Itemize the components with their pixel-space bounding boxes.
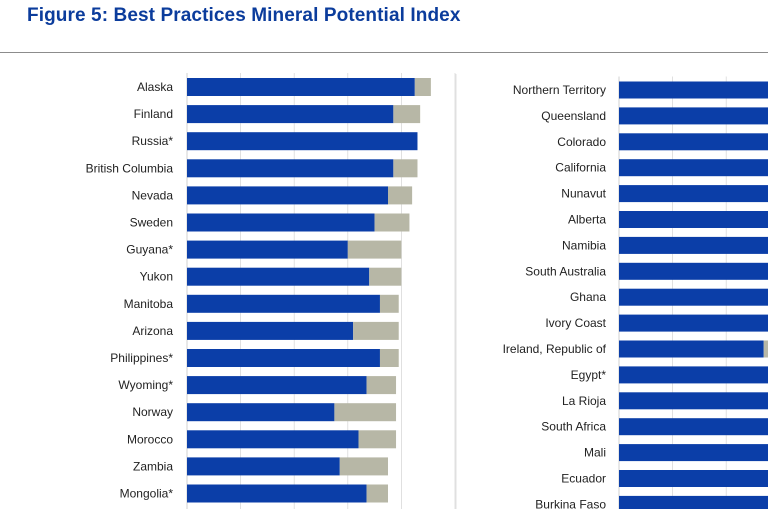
bar-primary-segment: [619, 107, 768, 125]
bar-primary-segment: [187, 294, 380, 313]
right-chart: Northern Territory Queensland Colorado Cali…: [503, 76, 768, 509]
category-label: Northern Territory: [513, 83, 606, 97]
category-label: Namibia: [562, 238, 606, 252]
category-label: Guyana*: [126, 243, 173, 257]
category-label: Egypt*: [571, 368, 607, 382]
category-label: California: [555, 161, 606, 175]
bar-primary-segment: [619, 444, 768, 462]
bar-secondary-segment: [393, 105, 421, 124]
bar-secondary-segment: [388, 186, 413, 205]
category-label: Ghana: [570, 290, 606, 304]
bar-primary-segment: [619, 159, 768, 177]
bar-primary-segment: [187, 321, 354, 340]
category-label: Arizona: [132, 324, 173, 338]
bar-primary-segment: [619, 314, 768, 332]
category-label: Nunavut: [561, 187, 606, 201]
category-label: Yukon: [140, 270, 173, 284]
bar-primary-segment: [619, 340, 764, 358]
bar-primary-segment: [187, 213, 375, 232]
bar-primary-segment: [619, 392, 768, 410]
bar-secondary-segment: [366, 484, 388, 503]
bar-secondary-segment: [353, 321, 399, 340]
category-label: Zambia: [133, 459, 173, 473]
bar-primary-segment: [619, 211, 768, 228]
bar-primary-segment: [187, 457, 340, 476]
category-label: Alberta: [568, 213, 606, 227]
bar-secondary-segment: [393, 159, 418, 178]
bar-secondary-segment: [379, 294, 399, 313]
figure-title: Figure 5: Best Practices Mineral Potenti…: [27, 5, 461, 26]
left-chart: Alaska Finland Russia* British Columbia Neva…: [86, 73, 456, 509]
category-label: Burkina Faso: [535, 497, 606, 509]
category-label: Mongolia*: [120, 487, 174, 501]
bar-primary-segment: [187, 78, 415, 96]
bar-secondary-segment: [374, 213, 410, 232]
bar-secondary-segment: [339, 457, 388, 476]
category-label: Mali: [584, 446, 606, 460]
bar-primary-segment: [619, 185, 768, 203]
category-label: Nevada: [132, 188, 174, 202]
bar-primary-segment: [187, 159, 394, 178]
category-label: Manitoba: [124, 297, 174, 311]
bar-primary-segment: [187, 484, 367, 503]
bar-secondary-segment: [369, 267, 402, 286]
category-label: Ecuador: [561, 472, 606, 486]
category-label: South Africa: [541, 420, 606, 434]
bar-primary-segment: [619, 418, 768, 436]
bar-primary-segment: [619, 470, 768, 487]
category-label: Russia*: [132, 134, 174, 148]
bar-primary-segment: [619, 495, 768, 509]
category-label: Sweden: [130, 216, 173, 230]
bar-secondary-segment: [414, 78, 431, 96]
bar-primary-segment: [187, 105, 394, 124]
category-label: Queensland: [541, 109, 606, 123]
category-label: Wyoming*: [118, 378, 173, 392]
bar-primary-segment: [619, 366, 768, 384]
bar-secondary-segment: [763, 340, 768, 358]
bar-primary-segment: [619, 288, 768, 306]
bar-secondary-segment: [334, 403, 397, 422]
bar-primary-segment: [187, 349, 380, 367]
bar-primary-segment: [619, 236, 768, 254]
bar-primary-segment: [187, 267, 370, 286]
category-label: South Australia: [525, 264, 606, 278]
bar-primary-segment: [187, 186, 388, 205]
category-label: Norway: [132, 405, 173, 419]
title-divider: [0, 52, 768, 53]
bar-secondary-segment: [347, 240, 402, 259]
category-label: Ireland, Republic of: [503, 342, 607, 356]
bar-secondary-segment: [366, 376, 397, 395]
bar-primary-segment: [619, 133, 768, 151]
category-label: Philippines*: [110, 351, 173, 365]
bar-primary-segment: [187, 132, 418, 151]
category-label: La Rioja: [562, 394, 606, 408]
category-label: Alaska: [137, 80, 173, 94]
bar-primary-segment: [187, 240, 348, 259]
bar-secondary-segment: [379, 349, 399, 367]
bar-primary-segment: [187, 376, 367, 395]
bar-primary-segment: [619, 81, 768, 99]
bar-secondary-segment: [358, 430, 397, 449]
category-label: Finland: [134, 107, 173, 121]
category-label: Colorado: [557, 135, 606, 149]
bar-primary-segment: [187, 403, 335, 422]
category-label: Morocco: [127, 432, 173, 446]
category-label: British Columbia: [86, 161, 174, 175]
bar-primary-segment: [187, 430, 359, 449]
category-label: Ivory Coast: [545, 316, 606, 330]
bar-primary-segment: [619, 262, 768, 280]
